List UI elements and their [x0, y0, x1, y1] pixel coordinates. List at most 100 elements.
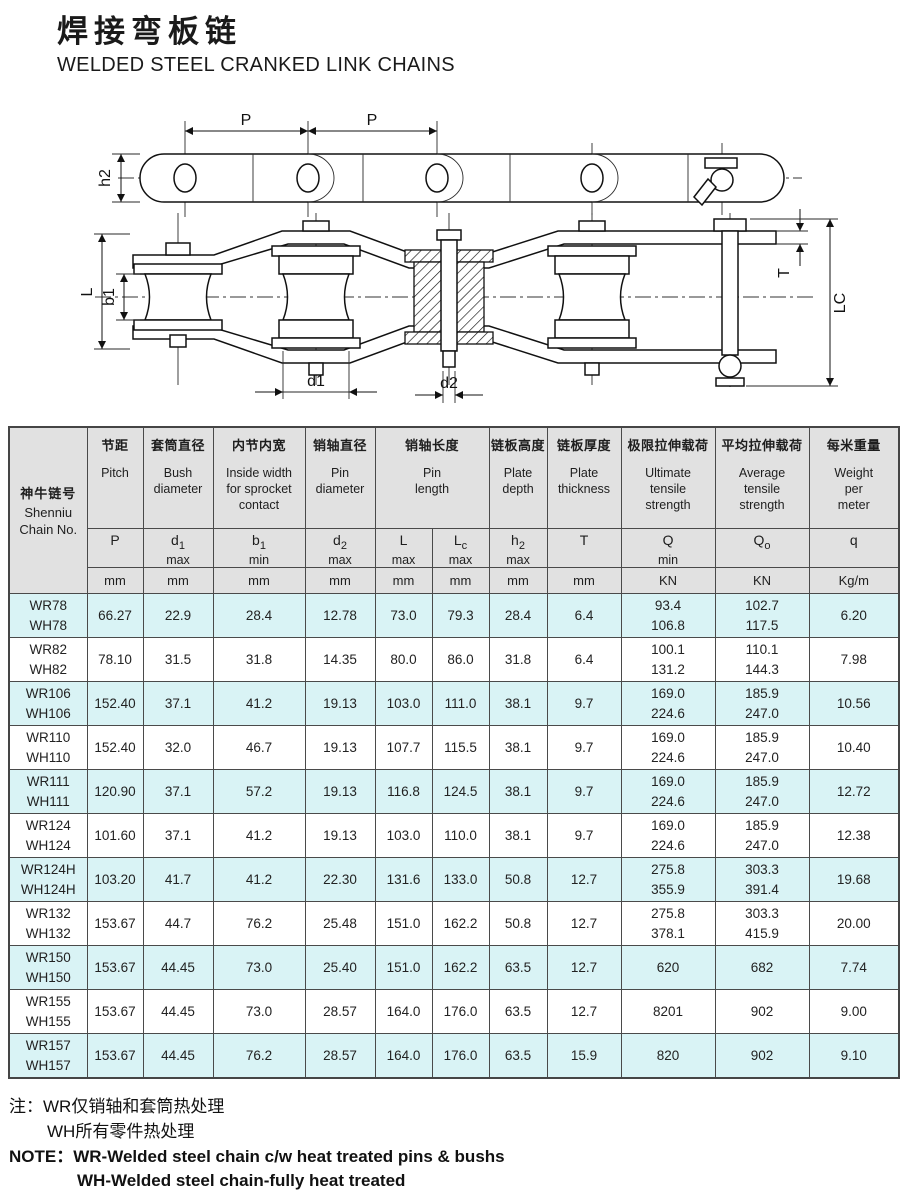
- value-cell: 10.56: [808, 681, 900, 727]
- value-cell: 12.38: [808, 813, 900, 859]
- value-cell: 100.1 131.2: [620, 637, 716, 683]
- value-cell: 169.0 224.6: [620, 769, 716, 815]
- table-row: WR150 WH150 153.67 44.45 73.0 25.40 151.0 162.…: [8, 945, 900, 991]
- value-cell: 153.67: [86, 1033, 144, 1079]
- value-cell: 164.0: [374, 1033, 433, 1079]
- table-row: WR111 WH111 120.90 37.1 57.2 19.13 116.8 124.5…: [8, 769, 900, 815]
- dim-label-cotter-length: LC: [832, 293, 849, 313]
- column-header-en: Ultimate tensile strength: [645, 465, 691, 513]
- value-cell: 303.3 391.4: [714, 857, 810, 903]
- dim-label-pin-dia: d2: [440, 375, 458, 392]
- table-row: WR155 WH155 153.67 44.45 73.0 28.57 164.0 176.…: [8, 989, 900, 1035]
- value-cell: 28.4: [488, 593, 548, 639]
- column-header-cn: 链板厚度: [557, 437, 612, 453]
- value-cell: 93.4 106.8: [620, 593, 716, 639]
- column-header-2: 内节内宽 Inside width for sprocket contact: [212, 426, 306, 530]
- value-cell: 103.0: [374, 813, 433, 859]
- value-cell: 9.7: [546, 681, 622, 727]
- note-cn-line2: WH所有零件热处理: [47, 1122, 195, 1142]
- end-pin: [713, 218, 747, 387]
- value-cell: 152.40: [86, 681, 144, 727]
- value-cell: 162.2: [431, 901, 490, 947]
- value-cell: 46.7: [212, 725, 306, 771]
- symbol-cell: d2 max: [304, 528, 376, 569]
- chain-no-cell: WR124 WH124: [8, 813, 88, 859]
- value-cell: 22.9: [142, 593, 214, 639]
- column-header-8: 平均拉伸载荷 Average tensile strength: [714, 426, 810, 530]
- column-header-en: Plate thickness: [557, 465, 611, 496]
- value-cell: 153.67: [86, 901, 144, 947]
- symbol-cell: d1 max: [142, 528, 214, 569]
- value-cell: 78.10: [86, 637, 144, 683]
- value-cell: 37.1: [142, 769, 214, 815]
- chain-no-header: 神牛链号 Shenniu Chain No.: [8, 426, 88, 595]
- column-header-7: 极限拉伸载荷 Ultimate tensile strength: [620, 426, 716, 530]
- column-header-cn: 销轴长度: [405, 437, 460, 453]
- value-cell: 152.40: [86, 725, 144, 771]
- value-cell: 110.0: [431, 813, 490, 859]
- value-cell: 107.7: [374, 725, 433, 771]
- value-cell: 101.60: [86, 813, 144, 859]
- value-cell: 38.1: [488, 681, 548, 727]
- value-cell: 115.5: [431, 725, 490, 771]
- value-cell: 76.2: [212, 1033, 306, 1079]
- value-cell: 12.7: [546, 945, 622, 991]
- chain-side-view: L b1 d1 d2 T LC: [79, 208, 849, 403]
- column-header-5: 链板高度 Plate depth: [488, 426, 548, 530]
- value-cell: 41.2: [212, 681, 306, 727]
- value-cell: 44.45: [142, 1033, 214, 1079]
- column-header-9: 每米重量 Weight per meter: [808, 426, 900, 530]
- value-cell: 110.1 144.3: [714, 637, 810, 683]
- column-header-0: 节距 Pitch: [86, 426, 144, 530]
- value-cell: 7.74: [808, 945, 900, 991]
- symbol-cell: h2 max: [488, 528, 548, 569]
- symbol-cell: q: [808, 528, 900, 569]
- value-cell: 169.0 224.6: [620, 813, 716, 859]
- dim-label-plate-depth: h2: [97, 169, 114, 187]
- value-cell: 111.0: [431, 681, 490, 727]
- value-cell: 162.2: [431, 945, 490, 991]
- value-cell: 38.1: [488, 725, 548, 771]
- value-cell: 169.0 224.6: [620, 725, 716, 771]
- value-cell: 682: [714, 945, 810, 991]
- chain-no-cell: WR106 WH106: [8, 681, 88, 727]
- value-cell: 116.8: [374, 769, 433, 815]
- value-cell: 50.8: [488, 901, 548, 947]
- cotter-leg: [693, 177, 717, 206]
- value-cell: 303.3 415.9: [714, 901, 810, 947]
- value-cell: 41.2: [212, 857, 306, 903]
- value-cell: 102.7 117.5: [714, 593, 810, 639]
- column-header-cn: 内节内宽: [231, 437, 286, 453]
- unit-cell: mm: [86, 567, 144, 595]
- value-cell: 25.48: [304, 901, 376, 947]
- note-en-line1: NOTE：WR-Welded steel chain c/w heat trea…: [9, 1146, 505, 1166]
- header-row-names: 神牛链号 Shenniu Chain No. 节距 Pitch 套筒直径 Bush diam…: [8, 426, 900, 595]
- value-cell: 103.0: [374, 681, 433, 727]
- symbol-cell: P: [86, 528, 144, 569]
- header-row-units: mm mm mm mm mm mm mm mm KN KN Kg/m: [9, 567, 900, 595]
- value-cell: 63.5: [488, 989, 548, 1035]
- value-cell: 164.0: [374, 989, 433, 1035]
- symbol-cell: b1 min: [212, 528, 306, 569]
- column-header-4: 销轴长度 Pin length: [374, 426, 490, 530]
- chain-no-cell: WR124H WH124H: [8, 857, 88, 903]
- dim-label-pitch-right: P: [367, 112, 378, 129]
- chain-plan-view: P P h2: [97, 112, 802, 217]
- value-cell: 9.10: [808, 1033, 900, 1079]
- chain-no-header-en1: Shenniu: [24, 504, 73, 520]
- dim-label-pin-length: L: [79, 287, 96, 296]
- column-header-en: Bush diameter: [153, 465, 203, 496]
- value-cell: 44.45: [142, 945, 214, 991]
- dim-label-bush-dia: d1: [307, 373, 325, 390]
- unit-cell: mm: [546, 567, 622, 595]
- value-cell: 76.2: [212, 901, 306, 947]
- unit-cell: mm: [212, 567, 306, 595]
- note-cn-line1: 注：WR仅销轴和套筒热处理: [9, 1096, 225, 1116]
- table-row: WR124 WH124 101.60 37.1 41.2 19.13 103.0 110.0…: [8, 813, 900, 859]
- note-en-line2: WH-Welded steel chain-fully heat treated: [77, 1170, 406, 1190]
- unit-cell: KN: [620, 567, 716, 595]
- column-header-cn: 每米重量: [826, 437, 881, 453]
- value-cell: 6.4: [546, 593, 622, 639]
- value-cell: 103.20: [86, 857, 144, 903]
